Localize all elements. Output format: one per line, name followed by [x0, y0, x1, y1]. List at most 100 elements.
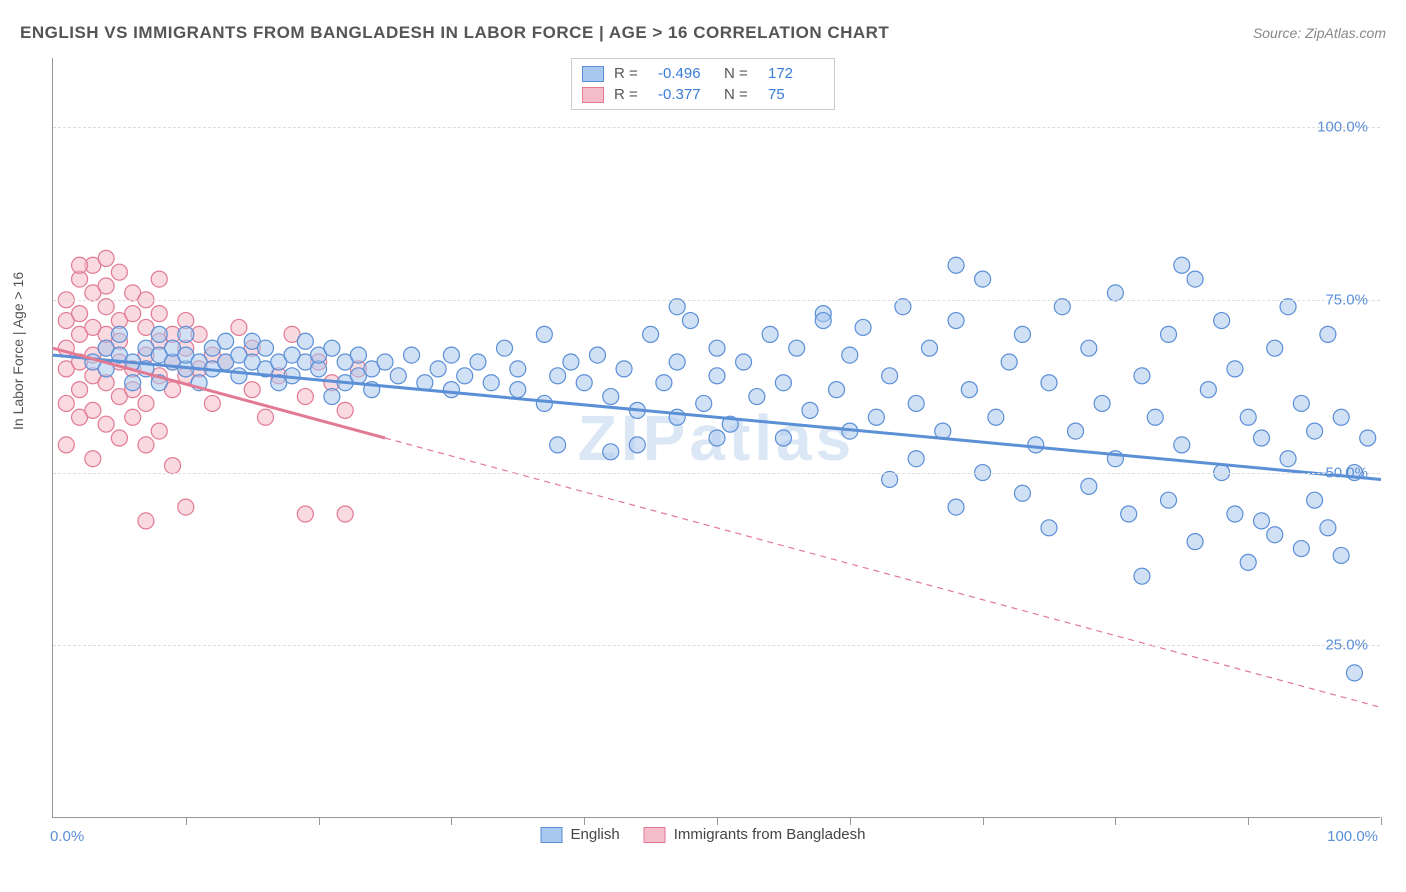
data-point: [1280, 299, 1296, 315]
data-point: [1041, 520, 1057, 536]
data-point: [257, 340, 273, 356]
data-point: [576, 375, 592, 391]
data-point: [231, 368, 247, 384]
data-point: [125, 306, 141, 322]
data-point: [1240, 409, 1256, 425]
legend-n-value: 75: [768, 86, 824, 103]
data-point: [98, 416, 114, 432]
gridline: [53, 300, 1380, 301]
series-legend-item: English: [541, 826, 620, 843]
x-tick: [1115, 817, 1116, 825]
data-point: [138, 395, 154, 411]
legend-swatch: [644, 827, 666, 843]
data-point: [1320, 520, 1336, 536]
data-point: [589, 347, 605, 363]
plot-area: ZIPatlas 25.0%50.0%75.0%100.0%: [52, 58, 1380, 818]
data-point: [72, 257, 88, 273]
data-point: [643, 326, 659, 342]
y-tick-label: 50.0%: [1325, 464, 1368, 481]
data-point: [669, 299, 685, 315]
data-point: [350, 347, 366, 363]
data-point: [709, 340, 725, 356]
x-tick: [850, 817, 851, 825]
data-point: [908, 395, 924, 411]
y-tick-label: 75.0%: [1325, 291, 1368, 308]
data-point: [1014, 326, 1030, 342]
series-legend-label: Immigrants from Bangladesh: [674, 826, 866, 843]
data-point: [125, 409, 141, 425]
legend-n-label: N =: [724, 86, 758, 103]
legend-r-value: -0.377: [658, 86, 714, 103]
legend-swatch: [541, 827, 563, 843]
data-point: [855, 319, 871, 335]
data-point: [775, 430, 791, 446]
data-point: [1360, 430, 1376, 446]
data-point: [98, 250, 114, 266]
data-point: [829, 382, 845, 398]
x-tick: [1381, 817, 1382, 825]
data-point: [178, 326, 194, 342]
data-point: [603, 444, 619, 460]
y-tick-label: 100.0%: [1317, 119, 1368, 136]
data-point: [669, 354, 685, 370]
data-point: [58, 437, 74, 453]
data-point: [563, 354, 579, 370]
data-point: [151, 271, 167, 287]
data-point: [789, 340, 805, 356]
data-point: [656, 375, 672, 391]
data-point: [1174, 437, 1190, 453]
data-point: [337, 506, 353, 522]
data-point: [1041, 375, 1057, 391]
data-point: [1293, 395, 1309, 411]
data-point: [98, 278, 114, 294]
data-point: [1320, 326, 1336, 342]
data-point: [550, 368, 566, 384]
data-point: [1333, 547, 1349, 563]
data-point: [204, 395, 220, 411]
data-point: [1134, 368, 1150, 384]
data-point: [457, 368, 473, 384]
data-point: [98, 299, 114, 315]
data-point: [1253, 430, 1269, 446]
data-point: [1346, 665, 1362, 681]
data-point: [510, 382, 526, 398]
x-tick: [584, 817, 585, 825]
data-point: [882, 471, 898, 487]
data-point: [868, 409, 884, 425]
data-point: [165, 458, 181, 474]
legend-r-value: -0.496: [658, 65, 714, 82]
data-point: [244, 382, 260, 398]
data-point: [882, 368, 898, 384]
data-point: [1014, 485, 1030, 501]
legend-row: R = -0.377 N = 75: [582, 84, 824, 105]
data-point: [72, 306, 88, 322]
data-point: [1161, 326, 1177, 342]
data-point: [1001, 354, 1017, 370]
data-point: [921, 340, 937, 356]
data-point: [948, 313, 964, 329]
data-point: [443, 347, 459, 363]
data-point: [815, 313, 831, 329]
data-point: [1094, 395, 1110, 411]
x-tick: [186, 817, 187, 825]
legend-r-label: R =: [614, 86, 648, 103]
data-point: [1293, 541, 1309, 557]
y-axis-label: In Labor Force | Age > 16: [10, 272, 26, 430]
data-point: [1227, 361, 1243, 377]
data-point: [1333, 409, 1349, 425]
data-point: [1307, 423, 1323, 439]
data-point: [151, 306, 167, 322]
data-point: [1280, 451, 1296, 467]
gridline: [53, 473, 1380, 474]
data-point: [404, 347, 420, 363]
data-point: [775, 375, 791, 391]
data-point: [443, 382, 459, 398]
chart-source: Source: ZipAtlas.com: [1253, 25, 1386, 41]
data-point: [337, 402, 353, 418]
data-point: [297, 333, 313, 349]
data-point: [536, 326, 552, 342]
data-point: [218, 333, 234, 349]
data-point: [111, 264, 127, 280]
legend-swatch: [582, 87, 604, 103]
legend-n-label: N =: [724, 65, 758, 82]
